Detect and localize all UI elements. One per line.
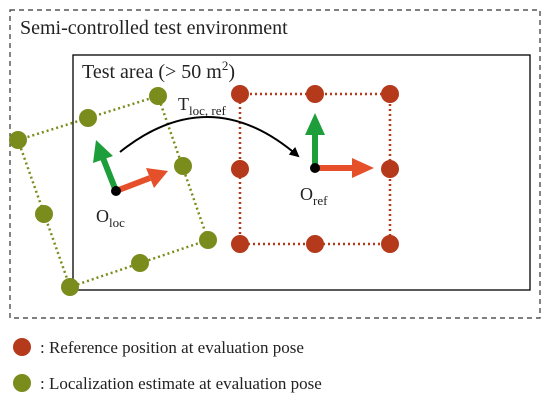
text-part: O xyxy=(300,184,313,204)
y-axis-arrow xyxy=(100,156,119,193)
text-part: T xyxy=(178,94,189,114)
legend-swatch xyxy=(13,374,31,392)
estimate-point xyxy=(61,278,79,296)
arrow-head xyxy=(352,158,374,178)
text-part: O xyxy=(96,206,109,226)
estimate-point xyxy=(79,109,97,127)
reference-points xyxy=(231,85,399,253)
reference-point xyxy=(381,235,399,253)
text-part: ) xyxy=(228,61,235,83)
legend-label: : Localization estimate at evaluation po… xyxy=(40,374,322,393)
arrow-head xyxy=(146,168,168,188)
reference-point xyxy=(231,160,249,178)
origin-loc-label: Oloc xyxy=(96,206,125,230)
estimate-point xyxy=(131,254,149,272)
subscript: loc, ref xyxy=(189,103,226,118)
origin-ref-label: Oref xyxy=(300,184,328,208)
transform-arrow xyxy=(119,116,300,158)
legend-label: : Reference position at evaluation pose xyxy=(40,338,304,357)
origin-point xyxy=(310,163,320,173)
estimate-point xyxy=(149,87,167,105)
x-axis-arrow xyxy=(114,175,152,194)
environment-title: Semi-controlled test environment xyxy=(20,17,288,39)
reference-point xyxy=(381,160,399,178)
test-area-border xyxy=(72,54,531,291)
reference-point xyxy=(306,85,324,103)
reference-point xyxy=(231,85,249,103)
reference-point xyxy=(231,235,249,253)
estimate-point xyxy=(199,231,217,249)
legend-swatch xyxy=(13,338,31,356)
estimate-point xyxy=(9,131,27,149)
subscript: loc xyxy=(109,215,125,230)
superscript: 2 xyxy=(222,58,229,73)
text-part: Test area (> 50 m xyxy=(82,61,222,83)
test-area-title: Test area (> 50 m2) xyxy=(82,58,235,83)
estimate-points xyxy=(9,87,217,296)
reference-point xyxy=(381,85,399,103)
arrow-head xyxy=(93,140,113,163)
subscript: ref xyxy=(313,193,328,208)
estimate-point xyxy=(174,157,192,175)
reference-point xyxy=(306,235,324,253)
origin-point xyxy=(111,186,121,196)
estimate-frame xyxy=(16,94,210,289)
environment-border xyxy=(9,9,541,319)
estimate-point xyxy=(35,205,53,223)
transform-label: Tloc, ref xyxy=(178,94,226,118)
arrow-head xyxy=(305,113,325,135)
